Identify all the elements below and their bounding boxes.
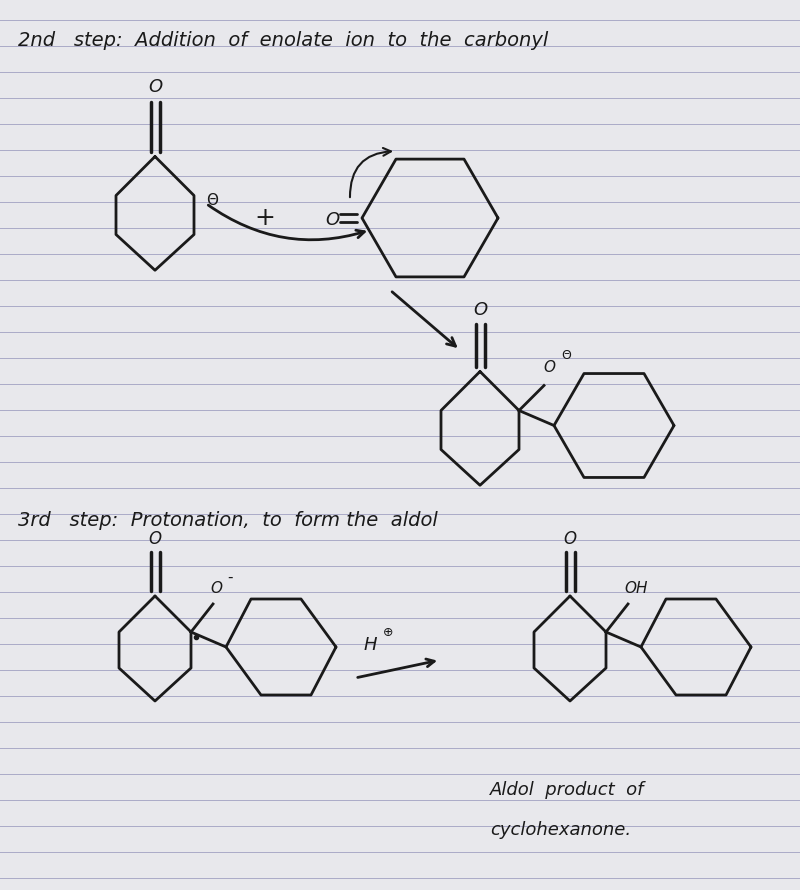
Text: 2nd   step:  Addition  of  enolate  ion  to  the  carbonyl: 2nd step: Addition of enolate ion to the… — [18, 30, 548, 50]
Text: O: O — [325, 211, 339, 229]
Text: Θ: Θ — [206, 193, 218, 208]
Text: Aldol  product  of: Aldol product of — [490, 781, 645, 799]
Text: cyclohexanone.: cyclohexanone. — [490, 821, 631, 839]
Text: H: H — [363, 636, 377, 654]
Text: -: - — [227, 570, 233, 585]
Text: OH: OH — [624, 580, 648, 595]
Text: O: O — [210, 580, 222, 595]
FancyArrowPatch shape — [208, 205, 364, 239]
FancyArrowPatch shape — [350, 148, 391, 198]
Text: +: + — [254, 206, 275, 230]
Text: ⊕: ⊕ — [382, 626, 394, 638]
Text: 3rd   step:  Protonation,  to  form the  aldol: 3rd step: Protonation, to form the aldol — [18, 511, 438, 530]
Text: Θ: Θ — [561, 349, 571, 362]
Text: O: O — [149, 530, 162, 548]
Text: O: O — [473, 301, 487, 319]
Text: O: O — [543, 360, 555, 375]
Text: O: O — [563, 530, 577, 548]
Text: O: O — [148, 77, 162, 95]
